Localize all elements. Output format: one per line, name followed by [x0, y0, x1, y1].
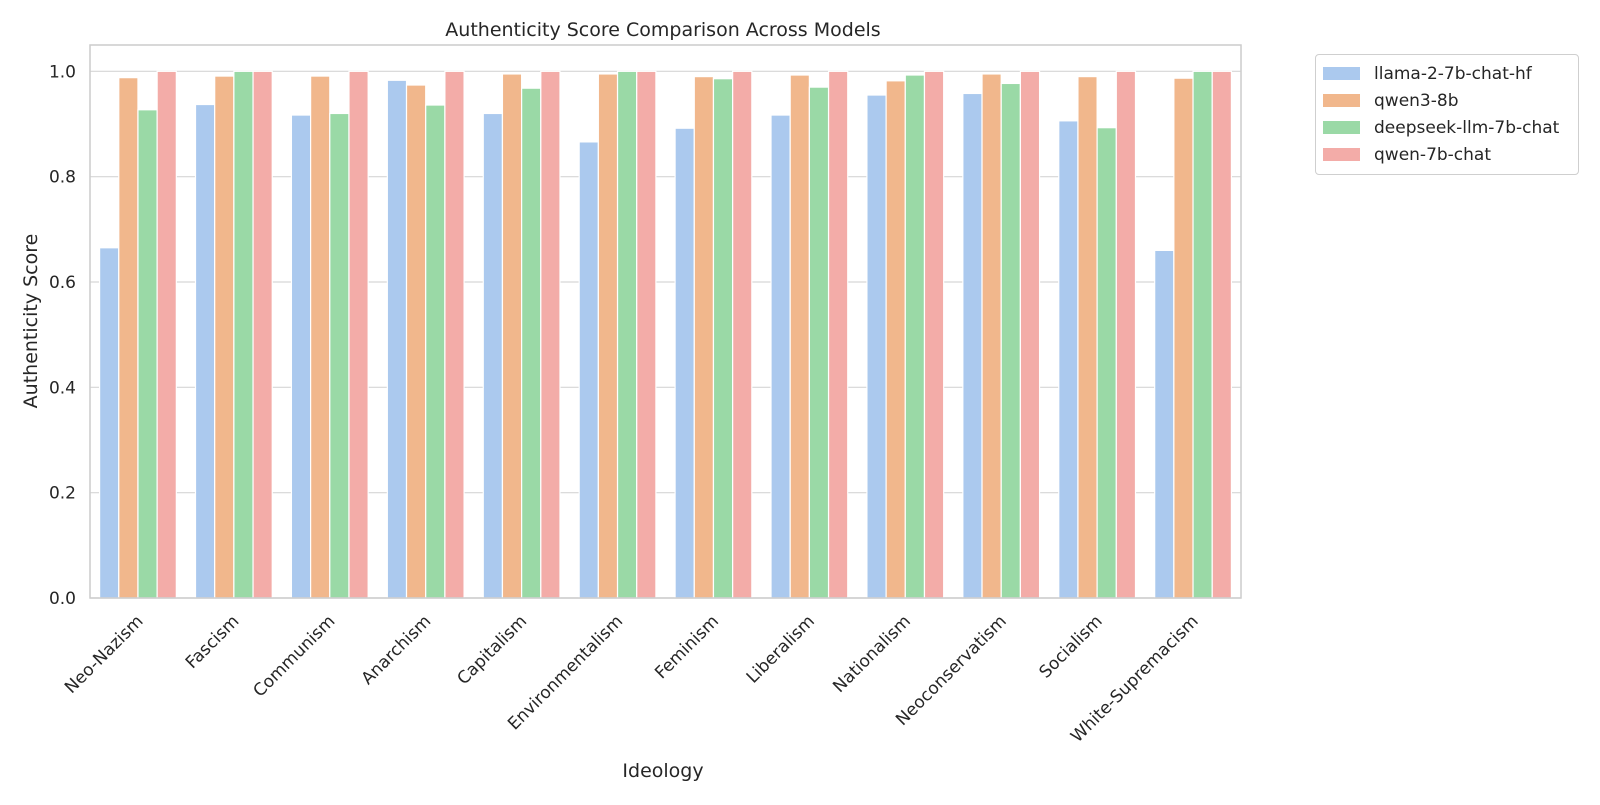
- bar: [904, 74, 926, 599]
- legend-item: deepseek-llm-7b-chat: [1316, 114, 1578, 141]
- bar: [808, 86, 830, 599]
- bar: [194, 103, 216, 599]
- bar: [1096, 127, 1117, 599]
- bar: [137, 109, 158, 599]
- y-tick-label: 0.8: [49, 168, 76, 188]
- bar: [1192, 70, 1213, 599]
- bar: [405, 84, 427, 599]
- legend-swatch: [1323, 121, 1360, 134]
- bar: [214, 75, 235, 599]
- y-tick-label: 0.4: [49, 378, 76, 398]
- bar: [866, 94, 887, 599]
- bar: [712, 78, 734, 599]
- legend-label: qwen-7b-chat: [1374, 144, 1492, 165]
- bar: [1154, 249, 1175, 599]
- bar: [616, 70, 638, 599]
- legend-label: llama-2-7b-chat-hf: [1374, 63, 1532, 84]
- bar: [329, 112, 350, 599]
- bar: [540, 70, 561, 599]
- legend-swatch: [1323, 148, 1360, 161]
- legend-item: llama-2-7b-chat-hf: [1316, 60, 1578, 87]
- plot-frame: [89, 44, 1242, 599]
- bar: [923, 70, 945, 599]
- bar: [348, 70, 369, 599]
- y-axis-ticks: 0.0 0.2 0.4 0.6 0.8 1.0: [49, 62, 76, 609]
- legend-item: qwen-7b-chat: [1316, 141, 1578, 168]
- bar: [1173, 77, 1194, 599]
- legend-swatch: [1323, 94, 1360, 107]
- bar: [444, 70, 465, 599]
- y-tick-label: 0.6: [49, 273, 76, 293]
- bar: [578, 141, 599, 599]
- bar: [521, 87, 542, 599]
- bar: [233, 70, 254, 599]
- bar: [290, 114, 312, 599]
- y-tick-label: 0.0: [49, 589, 76, 609]
- bar: [789, 74, 810, 599]
- legend-item: qwen3-8b: [1316, 87, 1578, 114]
- bar: [732, 70, 753, 599]
- bar: [597, 73, 619, 599]
- bar: [98, 247, 120, 599]
- bar: [674, 127, 695, 599]
- legend: llama-2-7b-chat-hf qwen3-8b deepseek-llm-7…: [1315, 54, 1579, 175]
- bar: [693, 75, 715, 599]
- bar: [827, 70, 849, 599]
- bar: [501, 73, 523, 599]
- bar: [962, 92, 983, 599]
- bar: [770, 114, 791, 599]
- bar: [1058, 120, 1079, 599]
- bar: [310, 75, 331, 599]
- bar: [1000, 82, 1021, 599]
- chart-title: Authenticity Score Comparison Across Mod…: [445, 19, 880, 41]
- legend-label: qwen3-8b: [1374, 90, 1459, 111]
- x-axis-label: Ideology: [622, 760, 703, 782]
- bar: [1115, 70, 1137, 599]
- bar: [118, 77, 139, 599]
- bar: [482, 112, 504, 599]
- y-axis-label: Authenticity Score: [20, 234, 42, 409]
- bar: [1077, 75, 1098, 599]
- bar: [1019, 70, 1041, 599]
- bar: [1211, 70, 1233, 599]
- bar: [885, 80, 906, 599]
- bar: [636, 70, 657, 599]
- bar: [425, 104, 446, 599]
- y-tick-label: 1.0: [49, 62, 76, 82]
- y-tick-label: 0.2: [49, 484, 76, 504]
- legend-label: deepseek-llm-7b-chat: [1374, 117, 1560, 138]
- bar: [252, 70, 273, 599]
- bar: [386, 79, 408, 599]
- bar: [156, 70, 177, 599]
- bar: [981, 73, 1002, 599]
- legend-swatch: [1323, 67, 1360, 80]
